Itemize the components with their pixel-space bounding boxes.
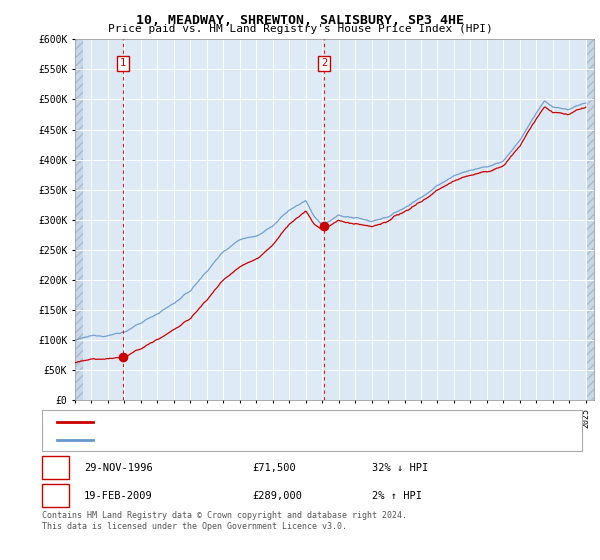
Text: 1: 1 [52, 463, 59, 473]
Text: 1: 1 [119, 58, 126, 68]
Text: £71,500: £71,500 [252, 463, 296, 473]
Text: 10, MEADWAY, SHREWTON, SALISBURY, SP3 4HE (detached house): 10, MEADWAY, SHREWTON, SALISBURY, SP3 4H… [99, 417, 440, 427]
Text: 29-NOV-1996: 29-NOV-1996 [84, 463, 153, 473]
Text: HPI: Average price, detached house, Wiltshire: HPI: Average price, detached house, Wilt… [99, 435, 364, 445]
Text: Price paid vs. HM Land Registry's House Price Index (HPI): Price paid vs. HM Land Registry's House … [107, 24, 493, 34]
Bar [123, 39, 324, 400]
Text: 2% ↑ HPI: 2% ↑ HPI [372, 491, 422, 501]
Text: 2: 2 [321, 58, 327, 68]
Text: £289,000: £289,000 [252, 491, 302, 501]
Text: 19-FEB-2009: 19-FEB-2009 [84, 491, 153, 501]
Text: Contains HM Land Registry data © Crown copyright and database right 2024.
This d: Contains HM Land Registry data © Crown c… [42, 511, 407, 531]
Bar [75, 39, 83, 400]
Text: 32% ↓ HPI: 32% ↓ HPI [372, 463, 428, 473]
Bar [586, 39, 594, 400]
Text: 2: 2 [52, 491, 59, 501]
Text: 10, MEADWAY, SHREWTON, SALISBURY, SP3 4HE: 10, MEADWAY, SHREWTON, SALISBURY, SP3 4H… [136, 14, 464, 27]
